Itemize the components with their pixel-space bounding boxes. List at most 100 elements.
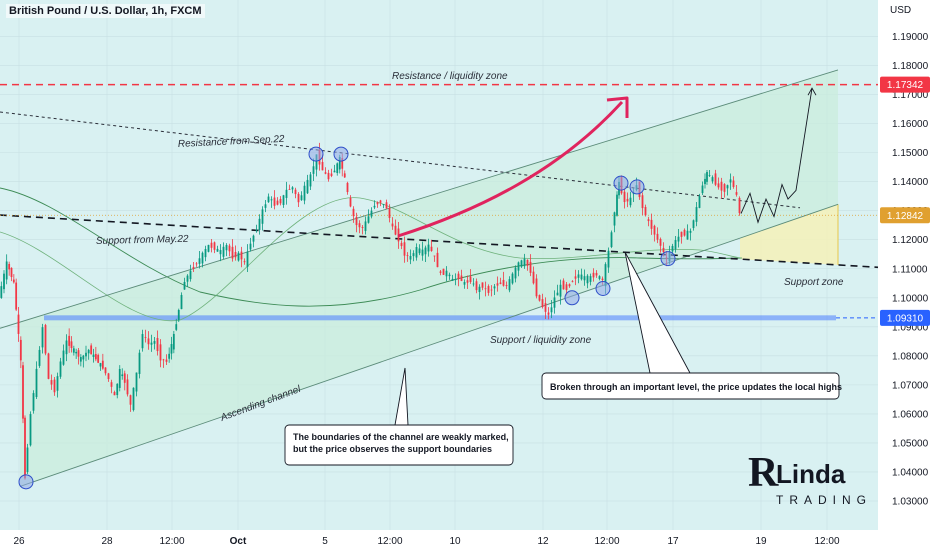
price-label-support[interactable] bbox=[880, 309, 930, 326]
candle-body bbox=[198, 258, 201, 264]
candle-body bbox=[70, 341, 73, 348]
candle-body bbox=[475, 281, 478, 291]
candle-body bbox=[62, 350, 65, 365]
x-tick-label: Oct bbox=[230, 536, 247, 547]
candle-body bbox=[219, 250, 222, 255]
candle-body bbox=[22, 365, 24, 419]
annotation-label[interactable]: Support zone bbox=[784, 277, 844, 288]
candle-body bbox=[680, 231, 683, 237]
annotation-label[interactable]: Resistance / liquidity zone bbox=[392, 71, 508, 82]
candle-body bbox=[87, 349, 90, 354]
candle-body bbox=[118, 368, 121, 388]
candle-body bbox=[107, 373, 110, 380]
candle-body bbox=[589, 276, 592, 282]
candle-body bbox=[300, 195, 303, 201]
candle-body bbox=[487, 286, 490, 293]
callout-box bbox=[284, 424, 514, 466]
x-tick-label: 12:00 bbox=[814, 536, 839, 547]
currency-label[interactable]: USD bbox=[890, 5, 912, 16]
candle-body bbox=[17, 314, 20, 334]
y-tick-label: 1.15000 bbox=[892, 148, 929, 159]
candle-body bbox=[255, 229, 258, 231]
candle-body bbox=[177, 310, 180, 321]
price-label-last[interactable] bbox=[880, 207, 930, 224]
candle-body bbox=[267, 196, 270, 203]
candle-body bbox=[207, 244, 210, 252]
touch-point-marker bbox=[564, 290, 580, 306]
candle-body bbox=[732, 180, 735, 187]
candle-body bbox=[228, 245, 231, 252]
callout-text: but the price observes the support bound… bbox=[293, 444, 492, 454]
y-tick-label: 1.03000 bbox=[892, 496, 929, 507]
y-tick-label: 1.17000 bbox=[892, 90, 929, 101]
price-label-resistance[interactable] bbox=[880, 76, 930, 93]
logo-text-trading: TRADING bbox=[776, 493, 872, 507]
candle-body bbox=[349, 197, 352, 207]
logo-text-linda: Linda bbox=[776, 459, 846, 489]
candle-body bbox=[556, 292, 559, 296]
candle-body bbox=[29, 414, 32, 446]
candle-body bbox=[297, 193, 300, 203]
symbol-title[interactable]: British Pound / U.S. Dollar, 1h, FXCM bbox=[6, 4, 205, 18]
candle-body bbox=[129, 395, 132, 405]
candle-body bbox=[448, 274, 451, 277]
candle-body bbox=[99, 363, 102, 367]
candle-body bbox=[454, 279, 457, 280]
candle-body bbox=[726, 185, 729, 189]
candle-body bbox=[683, 229, 686, 236]
candle-body bbox=[385, 202, 388, 209]
candle-body bbox=[26, 447, 29, 473]
candle-body bbox=[650, 219, 653, 229]
candle-body bbox=[535, 278, 538, 297]
candle-body bbox=[246, 251, 249, 267]
candle-body bbox=[132, 387, 135, 411]
candle-body bbox=[412, 253, 415, 257]
candle-body bbox=[126, 379, 129, 395]
candle-body bbox=[261, 209, 264, 224]
touch-point-marker bbox=[333, 146, 349, 162]
candle-body bbox=[8, 263, 11, 270]
annotation-label[interactable]: Resistance from Sep.22 bbox=[178, 134, 286, 150]
candle-body bbox=[490, 289, 493, 291]
x-tick-label: 26 bbox=[13, 536, 25, 547]
resistance-sep22-line bbox=[0, 111, 801, 209]
candle-body bbox=[77, 350, 80, 357]
annotation-label[interactable]: Support from May.22 bbox=[96, 234, 189, 247]
support-zone-fill bbox=[740, 204, 838, 265]
candle-body bbox=[116, 383, 119, 396]
candle-body bbox=[165, 359, 168, 362]
candle-body bbox=[234, 251, 237, 258]
candle-body bbox=[153, 341, 156, 344]
candle-body bbox=[659, 238, 662, 246]
y-tick-label: 1.19000 bbox=[892, 32, 929, 43]
candle-body bbox=[210, 242, 213, 248]
candle-body bbox=[243, 261, 246, 263]
price-label-text: 1.12842 bbox=[887, 211, 924, 222]
annotation-label[interactable]: Support / liquidity zone bbox=[490, 335, 592, 346]
candle-body bbox=[723, 184, 726, 192]
candle-body bbox=[541, 299, 544, 307]
candle-body bbox=[10, 267, 13, 278]
candle-body bbox=[59, 361, 62, 377]
bullish-arrow bbox=[397, 100, 624, 238]
candle-body bbox=[647, 219, 650, 222]
candle-body bbox=[653, 225, 656, 235]
candle-body bbox=[463, 281, 466, 285]
candle-body bbox=[418, 248, 421, 254]
candle-body bbox=[341, 158, 344, 169]
price-label-text: 1.17342 bbox=[887, 80, 924, 91]
candle-body bbox=[430, 246, 433, 251]
candle-body bbox=[306, 179, 309, 194]
candle-body bbox=[580, 274, 583, 280]
candle-body bbox=[595, 272, 598, 276]
candle-body bbox=[294, 189, 297, 195]
candle-body bbox=[550, 307, 553, 313]
candle-body bbox=[701, 185, 704, 194]
candle-body bbox=[662, 247, 665, 253]
candle-body bbox=[632, 193, 635, 195]
candle-body bbox=[75, 351, 78, 354]
candle-body bbox=[644, 206, 647, 216]
candle-body bbox=[553, 297, 556, 308]
candle-body bbox=[641, 195, 644, 209]
